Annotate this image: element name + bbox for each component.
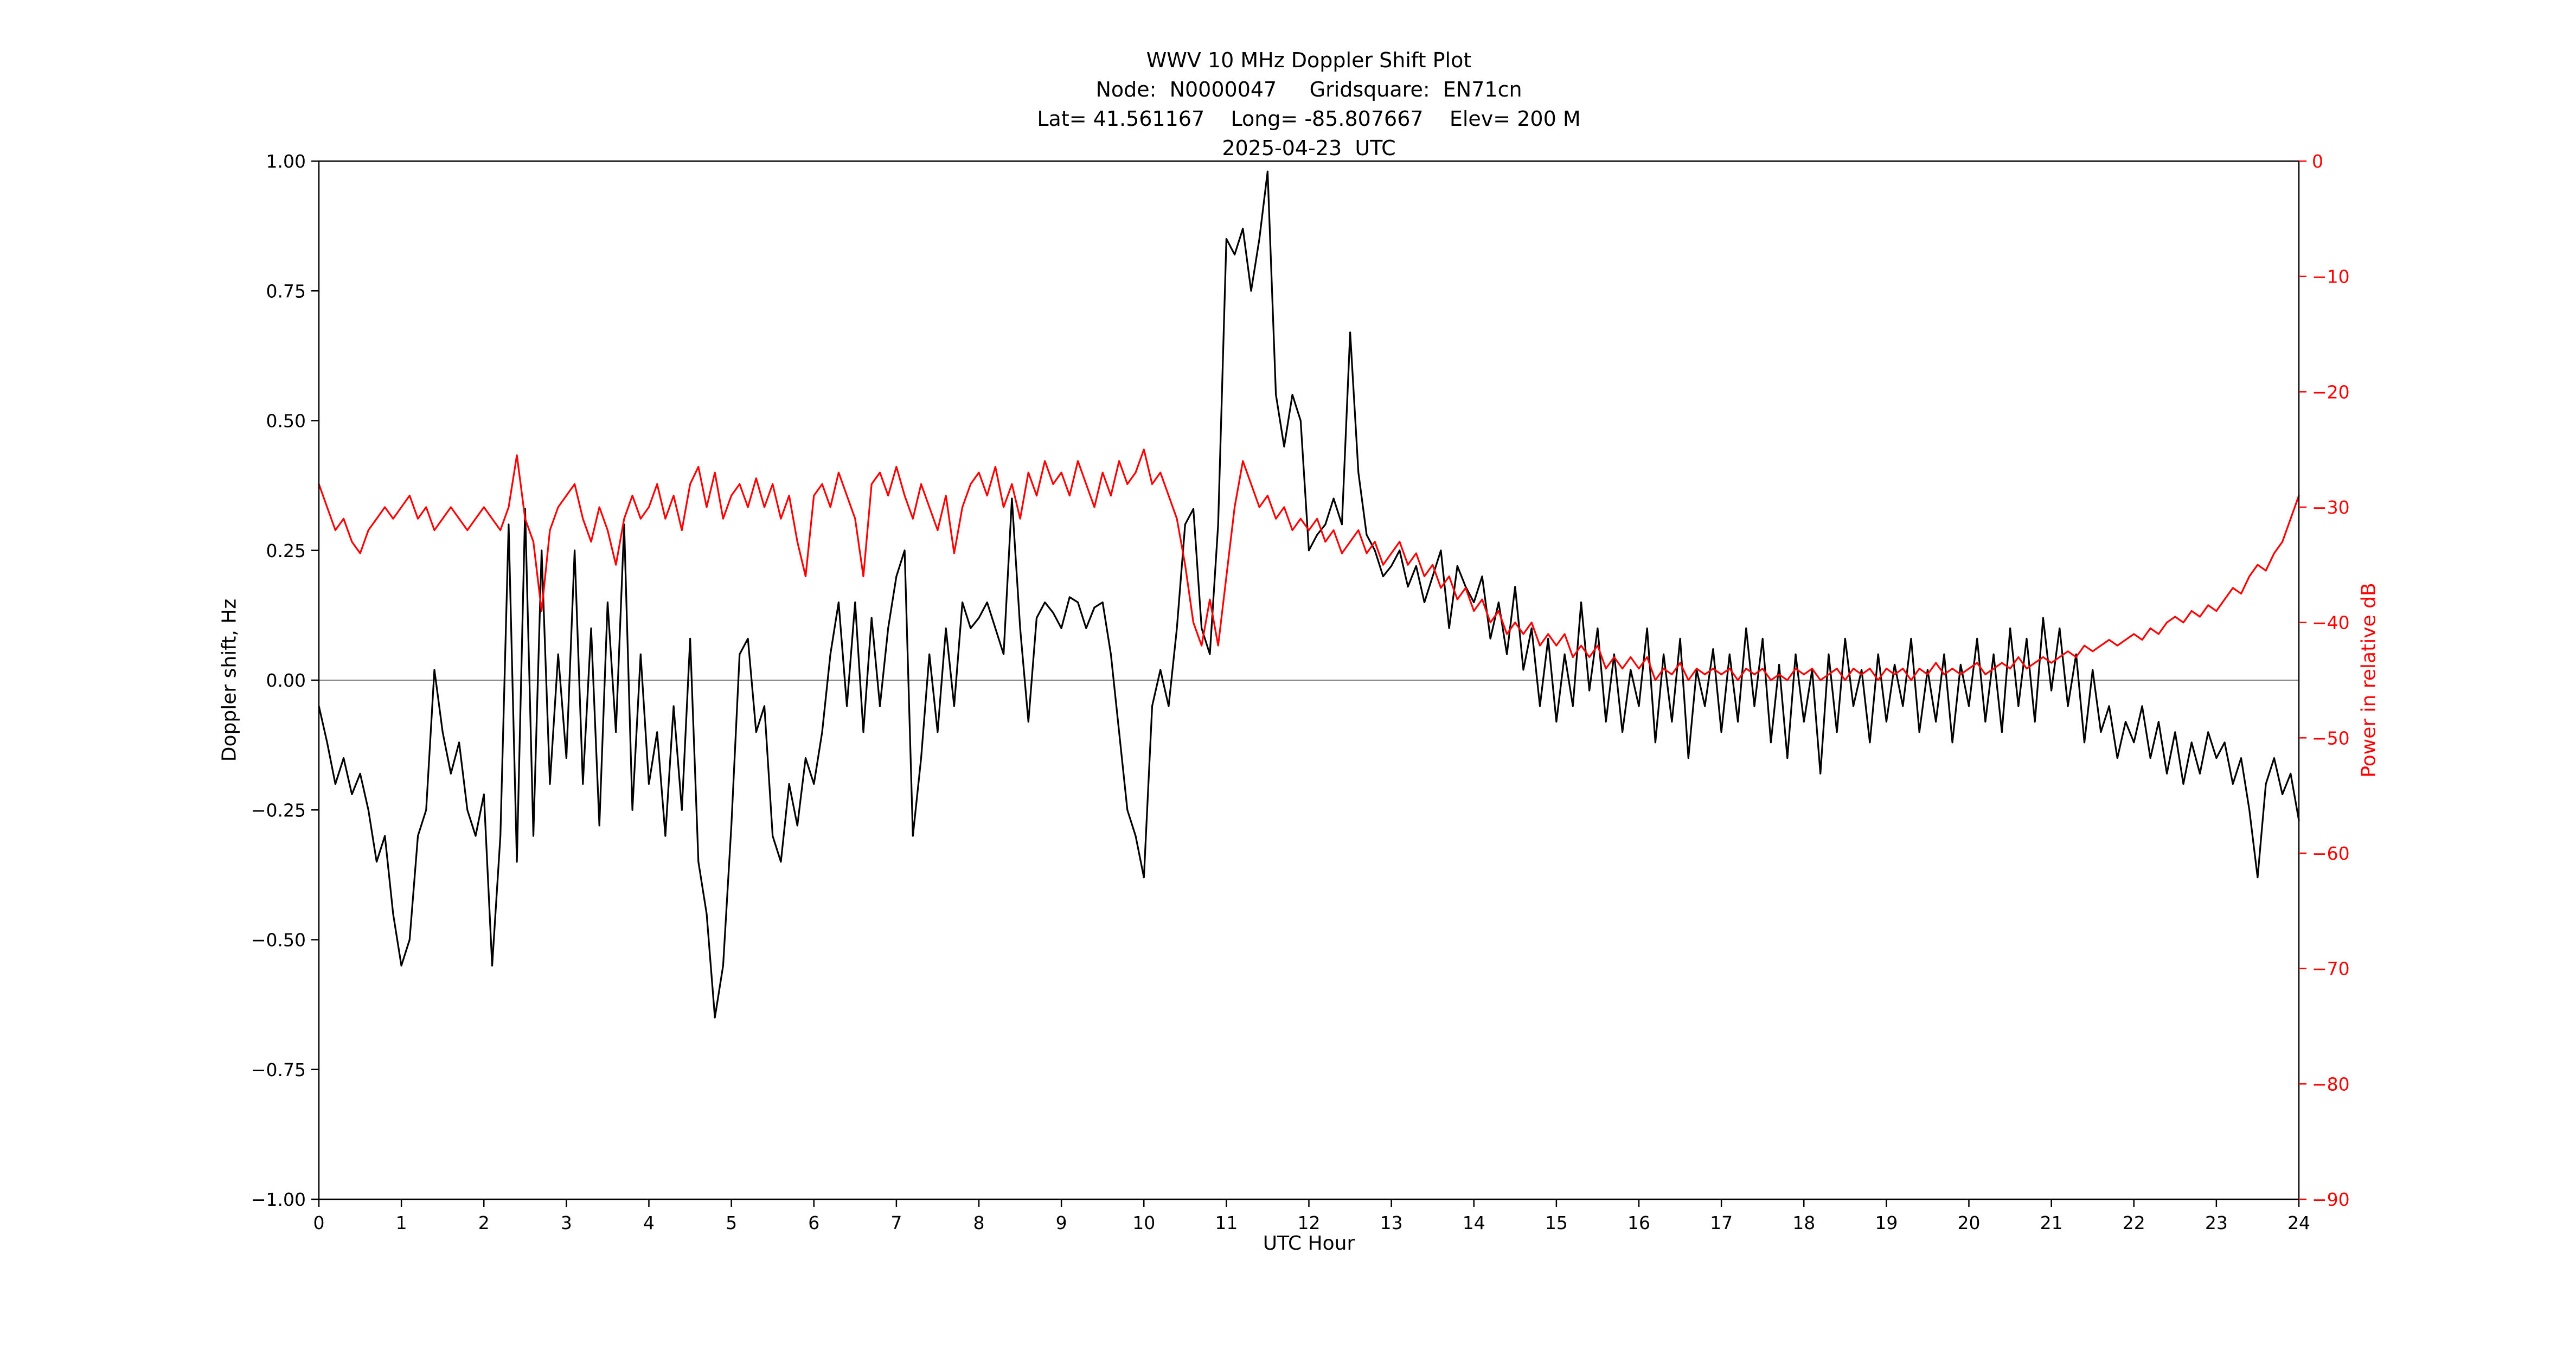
power-series-line <box>318 449 2300 681</box>
y-right-tick-label: −70 <box>2312 958 2350 980</box>
x-tick-label: 5 <box>726 1212 737 1233</box>
x-tick-label: 9 <box>1056 1212 1067 1233</box>
x-tick-label: 1 <box>396 1212 407 1233</box>
y-left-tick-label: −1.00 <box>251 1189 306 1210</box>
x-tick-label: 23 <box>2205 1212 2228 1233</box>
x-tick-label: 4 <box>643 1212 655 1233</box>
x-tick-label: 2 <box>478 1212 490 1233</box>
x-tick-label: 3 <box>561 1212 572 1233</box>
y-axis-label-left: Doppler shift, Hz <box>218 598 241 762</box>
y-left-tick-label: 0.75 <box>266 280 306 302</box>
plot-subtitle-location: Lat= 41.561167 Long= -85.807667 Elev= 20… <box>1037 107 1581 131</box>
y-left-tick-label: 1.00 <box>266 151 306 172</box>
x-tick-label: 11 <box>1215 1212 1238 1233</box>
y-axis-label-right: Power in relative dB <box>2357 583 2380 778</box>
plot-subtitle-date: 2025-04-23 UTC <box>1222 136 1396 160</box>
y-right-tick-label: −30 <box>2312 497 2350 518</box>
y-left-tick-label: −0.25 <box>251 799 306 821</box>
x-tick-label: 17 <box>1710 1212 1733 1233</box>
plot-title: WWV 10 MHz Doppler Shift Plot <box>1146 48 1472 72</box>
y-right-tick-label: 0 <box>2312 151 2323 172</box>
x-tick-label: 22 <box>2123 1212 2145 1233</box>
plot-subtitle-node: Node: N0000047 Gridsquare: EN71cn <box>1095 78 1522 101</box>
x-tick-label: 15 <box>1545 1212 1568 1233</box>
y-right-tick-label: −60 <box>2312 843 2350 864</box>
x-tick-label: 13 <box>1380 1212 1403 1233</box>
x-tick-label: 7 <box>890 1212 902 1233</box>
y-left-tick-label: 0.00 <box>266 670 306 691</box>
x-tick-label: 20 <box>1958 1212 1981 1233</box>
x-tick-label: 8 <box>973 1212 985 1233</box>
y-right-tick-label: −10 <box>2312 266 2350 287</box>
plot-header: WWV 10 MHz Doppler Shift Plot Node: N000… <box>319 46 2299 163</box>
x-tick-label: 16 <box>1627 1212 1650 1233</box>
y-right-tick-label: −20 <box>2312 381 2350 402</box>
x-tick-label: 12 <box>1298 1212 1321 1233</box>
x-tick-label: 14 <box>1463 1212 1485 1233</box>
x-tick-label: 21 <box>2040 1212 2063 1233</box>
y-right-tick-label: −80 <box>2312 1073 2350 1095</box>
x-tick-label: 6 <box>808 1212 819 1233</box>
x-axis-label: UTC Hour <box>1263 1232 1355 1255</box>
y-left-tick-label: 0.25 <box>266 540 306 561</box>
y-right-tick-label: −40 <box>2312 612 2350 634</box>
y-right-tick-label: −90 <box>2312 1189 2350 1210</box>
y-left-tick-label: −0.50 <box>251 930 306 951</box>
y-right-tick-label: −50 <box>2312 727 2350 749</box>
x-tick-label: 19 <box>1875 1212 1898 1233</box>
x-tick-label: 24 <box>2287 1212 2310 1233</box>
y-left-tick-label: 0.50 <box>266 411 306 432</box>
x-tick-label: 10 <box>1132 1212 1155 1233</box>
y-left-tick-label: −0.75 <box>251 1059 306 1080</box>
x-tick-label: 0 <box>313 1212 325 1233</box>
doppler-series-line <box>318 170 2300 1019</box>
x-tick-label: 18 <box>1792 1212 1815 1233</box>
